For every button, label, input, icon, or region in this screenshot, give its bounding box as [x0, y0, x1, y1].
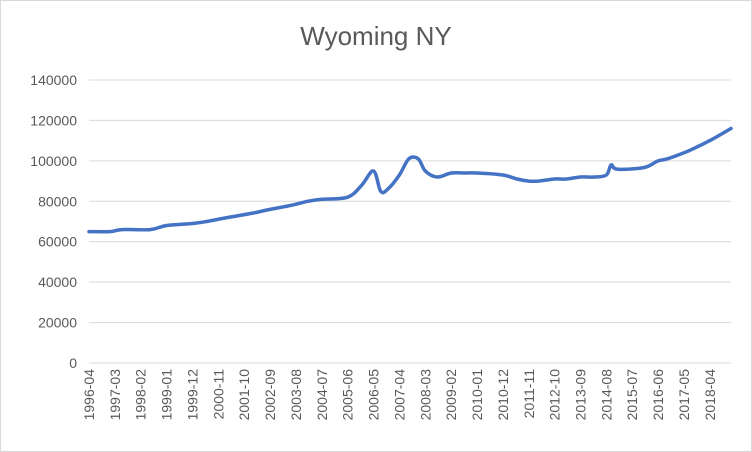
x-tick-label: 2006-05 [366, 369, 382, 421]
x-tick-label: 1997-03 [107, 369, 123, 421]
x-tick-label: 2002-09 [262, 369, 278, 421]
y-tick-label: 100000 [30, 153, 77, 169]
x-tick-label: 2001-10 [236, 369, 252, 421]
x-tick-label: 2016-06 [650, 369, 666, 421]
x-tick-label: 2008-03 [417, 369, 433, 421]
y-tick-label: 80000 [38, 193, 77, 209]
x-tick-label: 2004-07 [314, 369, 330, 421]
x-tick-label: 2013-09 [572, 369, 588, 421]
x-tick-label: 2015-07 [624, 369, 640, 421]
y-tick-label: 40000 [38, 274, 77, 290]
x-tick-label: 2007-04 [391, 369, 407, 421]
x-tick-label: 2011-11 [521, 369, 537, 419]
x-tick-label: 2005-06 [340, 369, 356, 421]
y-axis-ticks: 0 20000 40000 60000 80000 100000 120000 140000 [30, 72, 77, 371]
y-tick-label: 0 [69, 355, 77, 371]
x-tick-label: 2017-05 [676, 369, 692, 421]
x-tick-label: 2000-11 [210, 369, 226, 420]
x-tick-label: 1999-12 [184, 369, 200, 421]
x-tick-label: 2003-08 [288, 369, 304, 421]
x-tick-label: 2014-08 [598, 369, 614, 421]
x-tick-label: 2012-10 [547, 369, 563, 421]
x-tick-label: 2010-12 [495, 369, 511, 421]
y-tick-label: 60000 [38, 234, 77, 250]
gridlines [89, 79, 731, 324]
series-line [87, 126, 733, 234]
y-tick-label: 120000 [30, 112, 77, 128]
x-tick-label: 2009-02 [443, 369, 459, 421]
x-tick-label: 1999-01 [159, 369, 175, 421]
x-tick-label: 2018-04 [702, 369, 718, 421]
chart-title: Wyoming NY [300, 21, 452, 51]
y-tick-label: 20000 [38, 315, 77, 331]
x-tick-label: 1998-02 [133, 369, 149, 421]
y-tick-label: 140000 [30, 72, 77, 88]
x-tick-label: 2010-01 [469, 369, 485, 421]
x-axis-ticks: 1996-04 1997-03 1998-02 1999-01 1999-12 2000-… [81, 369, 718, 421]
x-tick-label: 1996-04 [81, 369, 97, 421]
